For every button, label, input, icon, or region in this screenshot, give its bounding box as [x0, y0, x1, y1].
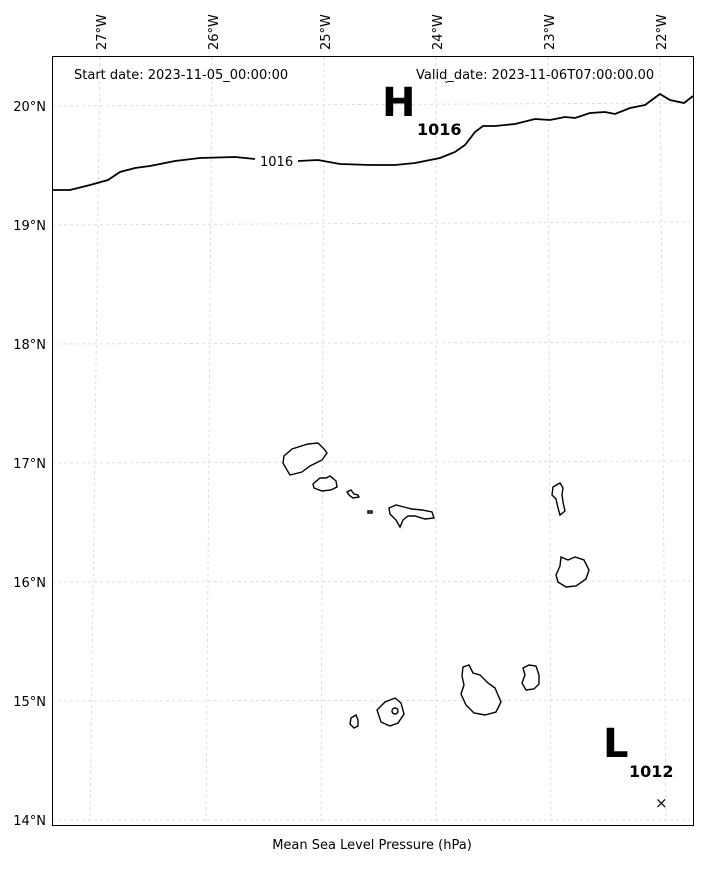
lon-tick-label: 23°W — [543, 14, 558, 50]
lon-tick-label: 27°W — [95, 14, 110, 50]
lon-tick-label: 26°W — [207, 14, 222, 50]
high-pressure-letter: H — [382, 80, 415, 126]
island — [312, 475, 338, 492]
low-pressure-value: 1012 — [629, 762, 674, 781]
high-pressure-value: 1016 — [417, 120, 462, 139]
high-center-marker-icon: ˇ — [444, 80, 449, 92]
island — [521, 664, 540, 691]
latitude-labels: 20°N 19°N 18°N 17°N 16°N 15°N 14°N — [13, 100, 46, 829]
coastlines — [282, 442, 590, 729]
fogo-volcano-ring — [391, 707, 399, 715]
island — [551, 482, 566, 517]
island — [555, 555, 590, 588]
start-date: Start date: 2023-11-05_00:00:00 — [74, 68, 288, 83]
graticule — [51, 56, 694, 827]
island — [388, 504, 435, 529]
island — [367, 510, 373, 514]
island — [376, 697, 405, 727]
island — [345, 489, 361, 499]
lon-tick-label: 22°W — [655, 14, 670, 50]
low-center-marker-icon: × — [655, 794, 668, 812]
lat-tick-label: 19°N — [13, 219, 46, 234]
lon-tick-label: 25°W — [319, 14, 334, 50]
island — [282, 442, 328, 476]
island — [349, 713, 359, 729]
lat-tick-label: 18°N — [13, 338, 46, 353]
lat-tick-label: 17°N — [13, 457, 46, 472]
lat-tick-label: 20°N — [13, 100, 46, 115]
low-pressure-letter: L — [603, 721, 629, 767]
lat-tick-label: 16°N — [13, 576, 46, 591]
longitude-labels: 27°W 26°W 25°W 24°W 23°W 22°W — [95, 14, 670, 50]
valid-date: Valid_date: 2023-11-06T07:00:00.00 — [416, 68, 654, 83]
map-caption: Mean Sea Level Pressure (hPa) — [272, 838, 472, 853]
lat-tick-label: 15°N — [13, 695, 46, 710]
isobar-label: 1016 — [260, 155, 293, 170]
lat-tick-label: 14°N — [13, 814, 46, 829]
lon-tick-label: 24°W — [431, 14, 446, 50]
map-frame — [52, 56, 694, 826]
isobar-1016 — [52, 92, 694, 191]
island — [460, 664, 502, 716]
